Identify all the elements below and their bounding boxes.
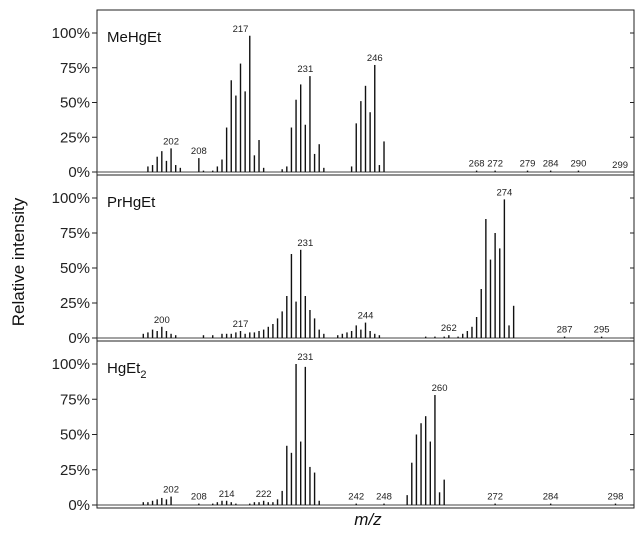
panel-title: HgEt2 bbox=[107, 360, 146, 381]
peak-mz-label: 222 bbox=[256, 489, 272, 500]
spectrum-panel-3: 0% 25% 50% 75% 100% 202 208 214 222 231 242 248 260 2… bbox=[52, 340, 635, 514]
y-tick-label: 50% bbox=[60, 95, 90, 112]
peak-mz-label: 299 bbox=[612, 160, 628, 171]
y-axis-title: Relative intensity bbox=[9, 197, 28, 326]
peak-mz-label: 202 bbox=[163, 136, 179, 147]
panel-title-text: MeHgEt bbox=[107, 29, 162, 46]
y-tick-label: 25% bbox=[60, 462, 90, 479]
peak-mz-label: 260 bbox=[432, 383, 448, 394]
panel-title-text: PrHgEt bbox=[107, 194, 156, 211]
peak-mz-label: 272 bbox=[487, 492, 503, 503]
peak-mz-label: 268 bbox=[469, 159, 485, 170]
peak-mz-label: 200 bbox=[154, 315, 170, 326]
y-tick-label: 0% bbox=[68, 330, 90, 347]
peak-mz-label: 244 bbox=[358, 311, 374, 322]
peak-mz-label: 217 bbox=[233, 319, 249, 330]
peak-mz-label: 231 bbox=[297, 238, 313, 249]
panel-title: MeHgEt bbox=[107, 29, 162, 46]
y-tick-label: 75% bbox=[60, 391, 90, 408]
peak-mz-label: 298 bbox=[608, 492, 624, 503]
y-tick-label: 25% bbox=[60, 129, 90, 146]
peak-mz-label: 202 bbox=[163, 485, 179, 496]
y-tick-label: 50% bbox=[60, 260, 90, 277]
peak-mz-label: 208 bbox=[191, 146, 207, 157]
panel-frame bbox=[96, 340, 635, 509]
y-tick-label: 100% bbox=[52, 25, 90, 42]
peak-mz-label: 231 bbox=[297, 352, 313, 363]
y-tick-label: 100% bbox=[52, 356, 90, 373]
x-axis-title: m/z bbox=[354, 510, 382, 529]
peak-mz-label: 295 bbox=[594, 325, 610, 336]
peak-mz-label: 274 bbox=[496, 187, 512, 198]
peak-mz-label: 214 bbox=[219, 489, 235, 500]
peak-mz-label: 231 bbox=[297, 64, 313, 75]
y-tick-label: 25% bbox=[60, 295, 90, 312]
y-tick-label: 100% bbox=[52, 190, 90, 207]
peak-mz-label: 272 bbox=[487, 159, 503, 170]
peak-mz-label: 246 bbox=[367, 53, 383, 64]
spectrum-panel-1: 0% 25% 50% 75% 100% 202 208 217 231 246 268 272 279 2… bbox=[52, 9, 635, 181]
y-tick-label: 50% bbox=[60, 427, 90, 444]
panel-title-subscript: 2 bbox=[140, 369, 146, 381]
y-tick-label: 75% bbox=[60, 60, 90, 77]
peak-mz-label: 290 bbox=[571, 159, 587, 170]
peak-mz-label: 248 bbox=[376, 492, 392, 503]
peak-mz-label: 287 bbox=[557, 325, 573, 336]
y-tick-label: 0% bbox=[68, 164, 90, 181]
peak-mz-label: 279 bbox=[520, 159, 536, 170]
y-tick-label: 75% bbox=[60, 225, 90, 242]
spectrum-panel-2: 0% 25% 50% 75% 100% 200 217 231 244 262 274 287 295 P… bbox=[52, 174, 635, 347]
y-tick-label: 0% bbox=[68, 497, 90, 514]
panel-title-text: HgEt bbox=[107, 360, 141, 377]
peak-mz-label: 284 bbox=[543, 492, 559, 503]
panel-title: PrHgEt bbox=[107, 194, 156, 211]
peak-mz-label: 242 bbox=[348, 492, 364, 503]
peak-mz-label: 217 bbox=[233, 24, 249, 35]
peak-mz-label: 208 bbox=[191, 492, 207, 503]
peak-mz-label: 284 bbox=[543, 159, 559, 170]
peak-mz-label: 262 bbox=[441, 323, 457, 334]
